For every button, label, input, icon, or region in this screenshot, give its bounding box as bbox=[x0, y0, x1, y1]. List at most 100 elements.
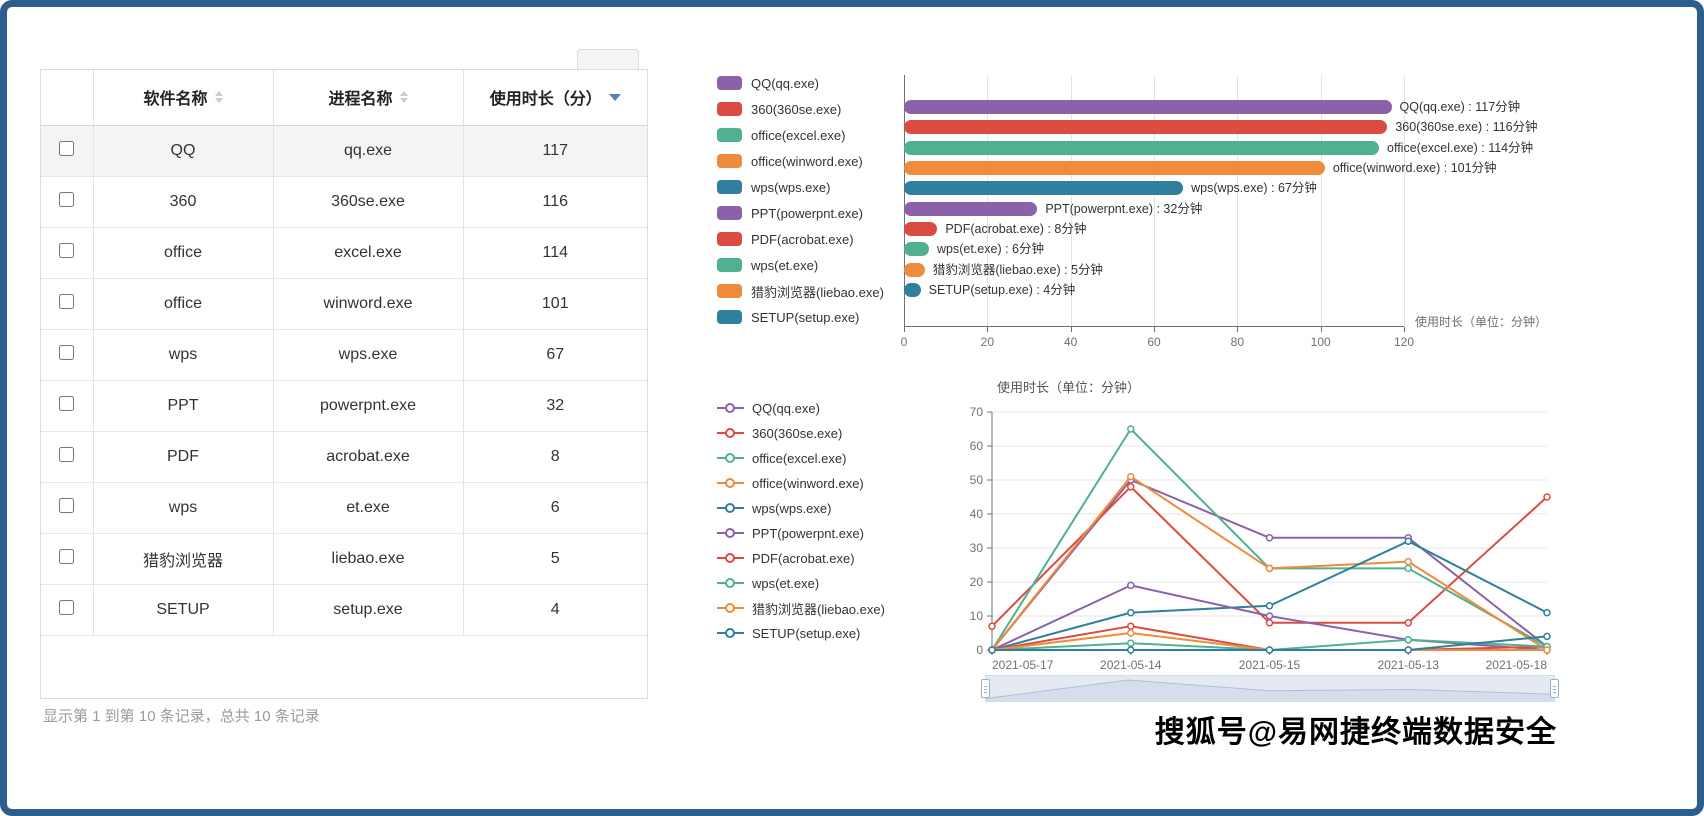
pagination-info: 显示第 1 到第 10 条记录，总共 10 条记录 bbox=[43, 708, 320, 725]
sort-icon[interactable] bbox=[214, 91, 223, 104]
bar-legend-item[interactable]: PPT(powerpnt.exe) bbox=[717, 203, 884, 223]
svg-text:2021-05-17: 2021-05-17 bbox=[992, 658, 1054, 672]
bar bbox=[904, 120, 1388, 135]
cell-process: 360se.exe bbox=[273, 176, 464, 228]
legend-line-marker-icon bbox=[717, 528, 744, 538]
line-legend-item[interactable]: wps(wps.exe) bbox=[717, 499, 885, 517]
datazoom-right-handle[interactable] bbox=[1550, 679, 1559, 698]
legend-item-label: PDF(acrobat.exe) bbox=[751, 231, 854, 247]
bar bbox=[904, 140, 1379, 155]
row-checkbox[interactable] bbox=[59, 344, 75, 360]
cell-minutes: 5 bbox=[463, 533, 647, 585]
bar-value-label: 猎豹浏览器(liebao.exe) : 5分钟 bbox=[932, 262, 1104, 277]
row-checkbox[interactable] bbox=[59, 599, 75, 615]
row-checkbox[interactable] bbox=[59, 395, 75, 411]
line-legend-item[interactable]: 猎豹浏览器(liebao.exe) bbox=[717, 599, 885, 617]
line-chart-plot: 0 10 20 30 40 50 60 70 2021-05-17 2021-05-14 2021-… bbox=[970, 405, 1551, 672]
bar-legend-item[interactable]: 猎豹浏览器(liebao.exe) bbox=[717, 281, 884, 301]
header-duration[interactable]: 使用时长（分） bbox=[463, 70, 647, 126]
bar-legend-item[interactable]: 360(360se.exe) bbox=[717, 99, 884, 119]
line-legend-item[interactable]: 360(360se.exe) bbox=[717, 424, 885, 442]
row-checkbox[interactable] bbox=[59, 293, 75, 309]
row-checkbox[interactable] bbox=[59, 548, 75, 564]
bar-gridline bbox=[1070, 75, 1072, 326]
header-software-name[interactable]: 软件名称 bbox=[93, 70, 274, 126]
bar-axis-tick-label: 100 bbox=[1310, 335, 1331, 349]
line-chart-title: 使用时长（单位：分钟） bbox=[997, 380, 1141, 395]
legend-swatch-icon bbox=[717, 258, 742, 272]
header-software-label: 软件名称 bbox=[143, 91, 208, 109]
bar-legend-item[interactable]: office(excel.exe) bbox=[717, 125, 884, 145]
table-row: wps et.exe 6 bbox=[41, 482, 647, 534]
cell-software: wps bbox=[93, 482, 274, 534]
table-row: office winword.exe 101 bbox=[41, 278, 647, 330]
bar-value-label: wps(et.exe) : 6分钟 bbox=[937, 242, 1044, 257]
legend-line-marker-icon bbox=[717, 603, 744, 613]
sort-desc-icon[interactable] bbox=[608, 93, 621, 101]
cell-minutes: 101 bbox=[463, 278, 647, 330]
watermark-text: 搜狐号@易网捷终端数据安全 bbox=[1154, 716, 1557, 749]
bar-legend-item[interactable]: PDF(acrobat.exe) bbox=[717, 229, 884, 249]
bar-legend-item[interactable]: SETUP(setup.exe) bbox=[717, 307, 884, 327]
table-row: 猎豹浏览器 liebao.exe 5 bbox=[41, 533, 647, 585]
legend-item-label: wps(et.exe) bbox=[751, 257, 819, 273]
line-legend-item[interactable]: PPT(powerpnt.exe) bbox=[717, 524, 885, 542]
legend-swatch-icon bbox=[717, 180, 742, 194]
bar bbox=[904, 242, 929, 257]
table-row: 360 360se.exe 116 bbox=[41, 176, 647, 228]
legend-swatch-icon bbox=[717, 102, 742, 116]
line-legend-item[interactable]: wps(et.exe) bbox=[717, 574, 885, 592]
line-legend-item[interactable]: PDF(acrobat.exe) bbox=[717, 549, 885, 567]
legend-item-label: 猎豹浏览器(liebao.exe) bbox=[751, 284, 884, 300]
bar-legend-item[interactable]: wps(et.exe) bbox=[717, 255, 884, 275]
datazoom-left-handle[interactable] bbox=[981, 679, 990, 698]
bar-value-label: wps(wps.exe) : 67分钟 bbox=[1191, 181, 1317, 196]
line-legend-item[interactable]: QQ(qq.exe) bbox=[717, 399, 885, 417]
line-legend-item[interactable]: office(excel.exe) bbox=[717, 449, 885, 467]
bar bbox=[904, 201, 1038, 216]
row-checkbox-cell bbox=[41, 227, 94, 279]
bar-gridline bbox=[1320, 75, 1322, 326]
row-checkbox-cell bbox=[41, 176, 94, 228]
bar-axis-tick bbox=[1237, 327, 1239, 332]
line-legend-item[interactable]: office(winword.exe) bbox=[717, 474, 885, 492]
bar-value-label: office(excel.exe) : 114分钟 bbox=[1387, 140, 1534, 155]
bar-legend-item[interactable]: wps(wps.exe) bbox=[717, 177, 884, 197]
bar-chart-legend: QQ(qq.exe) 360(360se.exe) office(excel.exe… bbox=[717, 73, 884, 327]
bar-axis-tick bbox=[1154, 327, 1155, 332]
row-checkbox-cell bbox=[41, 533, 94, 585]
bar-axis-tick-label: 40 bbox=[1063, 335, 1078, 349]
row-checkbox[interactable] bbox=[59, 191, 75, 207]
header-checkbox-cell bbox=[41, 70, 94, 126]
svg-text:20: 20 bbox=[970, 575, 984, 589]
legend-item-label: office(excel.exe) bbox=[752, 450, 847, 466]
bar-legend-item[interactable]: QQ(qq.exe) bbox=[717, 73, 884, 93]
table-header-row: 软件名称 进程名称 使用时长（分） bbox=[41, 70, 647, 126]
sort-icon[interactable] bbox=[399, 91, 408, 104]
header-process-name[interactable]: 进程名称 bbox=[273, 70, 464, 126]
bar-axis-tick-label: 60 bbox=[1147, 335, 1161, 349]
cell-process: excel.exe bbox=[273, 227, 464, 279]
bar bbox=[904, 181, 1184, 196]
line-legend-item[interactable]: SETUP(setup.exe) bbox=[717, 624, 885, 642]
legend-item-label: wps(et.exe) bbox=[752, 575, 820, 591]
cell-software: 360 bbox=[93, 176, 274, 228]
cell-minutes: 4 bbox=[463, 584, 647, 636]
legend-item-label: QQ(qq.exe) bbox=[751, 75, 819, 91]
row-checkbox[interactable] bbox=[59, 242, 75, 258]
legend-line-marker-icon bbox=[717, 553, 744, 563]
row-checkbox-cell bbox=[41, 584, 94, 636]
row-checkbox[interactable] bbox=[59, 497, 75, 513]
bar-value-label: office(winword.exe) : 101分钟 bbox=[1332, 160, 1497, 175]
legend-item-label: wps(wps.exe) bbox=[751, 179, 831, 195]
row-checkbox[interactable] bbox=[59, 140, 75, 156]
bar-axis-tick bbox=[1404, 327, 1405, 332]
row-checkbox-cell bbox=[41, 278, 94, 330]
legend-item-label: PPT(powerpnt.exe) bbox=[751, 205, 863, 221]
row-checkbox[interactable] bbox=[59, 446, 75, 462]
datazoom-slider[interactable] bbox=[981, 675, 1559, 702]
bar-axis-tick-label: 20 bbox=[980, 335, 994, 349]
cell-minutes: 114 bbox=[463, 227, 647, 279]
bar-legend-item[interactable]: office(winword.exe) bbox=[717, 151, 884, 171]
